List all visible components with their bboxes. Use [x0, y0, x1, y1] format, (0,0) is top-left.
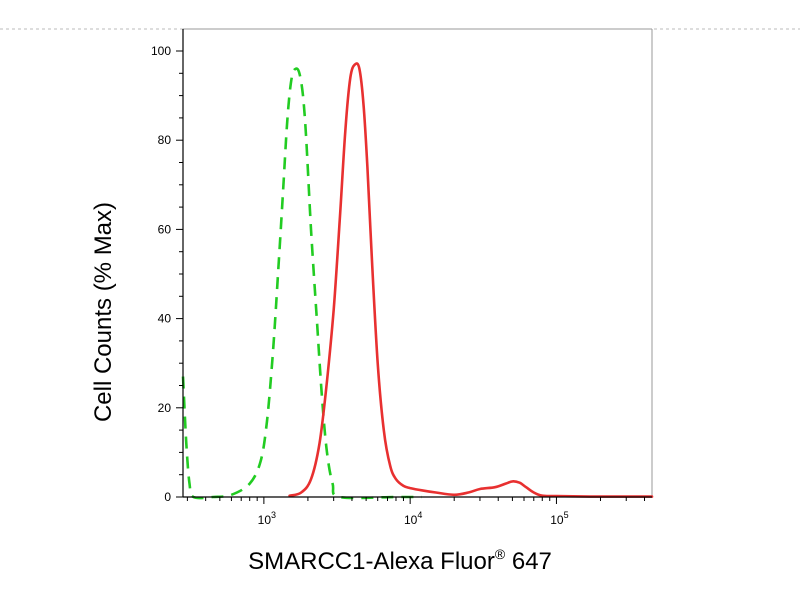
y-axis-title: Cell Counts (% Max): [90, 202, 117, 422]
x-axis-title-main: SMARCC1-Alexa Fluor: [248, 548, 495, 575]
x-tick-label-exponent: 4: [417, 510, 422, 520]
y-tick-label: 60: [158, 222, 172, 236]
x-tick-label: 104: [404, 510, 422, 527]
y-tick-label: 100: [151, 44, 171, 58]
y-tick-label: 40: [158, 312, 172, 326]
y-ticks: 0 20 40 60 80 100: [151, 44, 183, 504]
y-tick-label: 0: [164, 490, 171, 504]
x-tick-label-exponent: 3: [271, 510, 276, 520]
x-tick-label-exponent: 5: [564, 510, 569, 520]
x-tick-label-base: 10: [258, 513, 272, 527]
y-tick-label: 80: [158, 133, 172, 147]
plot-frame: [183, 28, 653, 497]
control-histogram-line: [181, 67, 422, 500]
x-tick-label-base: 10: [404, 513, 418, 527]
x-axis-title: SMARCC1-Alexa Fluor® 647: [248, 546, 552, 575]
y-tick-label: 20: [158, 401, 172, 415]
x-axis-title-mark: ®: [495, 546, 506, 562]
x-tick-label-base: 10: [550, 513, 564, 527]
x-axis-title-suffix: 647: [505, 548, 552, 575]
series-layer: [181, 62, 654, 500]
x-tick-label: 103: [258, 510, 276, 527]
sample-histogram-line: [288, 62, 654, 498]
x-ticks: 103 104 105: [186, 497, 646, 527]
x-tick-label: 105: [550, 510, 568, 527]
axes: [182, 29, 652, 498]
